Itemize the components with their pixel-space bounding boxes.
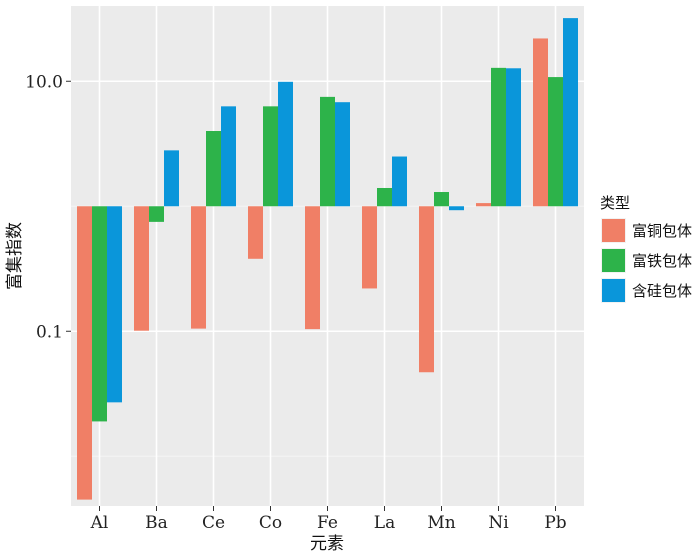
bar [77,206,92,500]
x-tick-labels: Al Ba Ce Co Fe La Mn Ni Pb [90,513,567,533]
bar [548,77,563,207]
bar [335,102,350,207]
legend-label: 富铜包体 [632,222,692,240]
x-tick-label: Ba [145,513,168,533]
bar [476,203,491,207]
y-tick-labels: 0.1 10.0 [25,72,63,342]
axis-ticks [66,80,556,511]
bar [92,206,107,422]
bar [392,156,407,207]
bar [320,96,335,207]
bar [206,131,221,207]
y-tick-label: 0.1 [36,322,63,342]
x-tick-label: Al [90,513,109,533]
bar [134,206,149,331]
bar [449,206,464,211]
legend-label: 含硅包体 [632,282,692,300]
bar [563,18,578,207]
bar [305,206,320,330]
bar [248,206,263,259]
bar [149,206,164,222]
x-tick-label: Co [259,513,282,533]
bar [377,187,392,207]
bar [419,206,434,373]
bar [362,206,377,289]
bar [191,206,206,329]
x-tick-label: La [374,513,395,533]
bar [107,206,122,403]
x-tick-label: Pb [544,513,566,533]
legend-label: 富铁包体 [632,252,692,270]
bar [506,68,521,207]
y-axis-title: 富集指数 [5,222,25,290]
bar [434,192,449,207]
bar [263,106,278,207]
y-tick-label: 10.0 [25,72,63,92]
legend-title: 类型 [600,194,630,212]
legend-swatch [602,249,625,272]
bar [221,106,236,207]
bar [164,150,179,207]
x-tick-label: Fe [317,513,338,533]
x-tick-label: Ce [202,513,225,533]
bars [77,18,578,500]
major-grid [71,6,584,506]
x-axis-title: 元素 [310,534,344,554]
bar [278,81,293,207]
x-tick-label: Ni [488,513,509,533]
legend-swatch [602,279,625,302]
bar [533,38,548,207]
legend-swatch [602,219,625,242]
bar [491,67,506,207]
x-tick-label: Mn [427,513,455,533]
